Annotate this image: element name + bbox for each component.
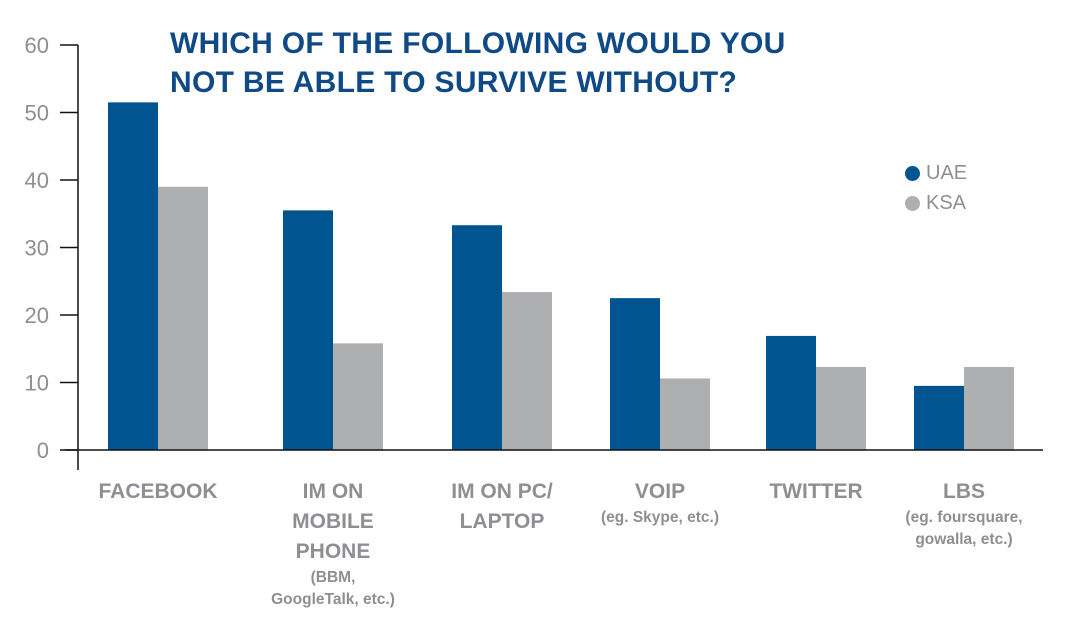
- x-tick-label-line: MOBILE: [292, 510, 374, 533]
- bars: [108, 102, 1014, 450]
- y-tick-label: 60: [25, 33, 49, 58]
- bar-ksa-1: [158, 186, 208, 450]
- chart-title-line-2: NOT BE ABLE TO SURVIVE WITHOUT?: [170, 66, 738, 99]
- y-tick-label: 20: [25, 303, 49, 328]
- legend-marker-ksa: [905, 195, 920, 211]
- chart-title: WHICH OF THE FOLLOWING WOULD YOU NOT BE …: [170, 24, 786, 102]
- y-tick-label: 0: [37, 438, 49, 463]
- x-tick-label: TWITTER: [726, 477, 906, 507]
- legend-marker-uae: [905, 165, 920, 181]
- bar-ksa-3: [502, 292, 552, 450]
- legend-item-ksa: KSA: [905, 188, 967, 218]
- x-tick-label: LBS (eg. foursquare, gowalla, etc.): [874, 477, 1054, 551]
- bar-ksa-6: [964, 366, 1014, 450]
- bar-uae-5: [766, 335, 816, 450]
- legend-label-ksa: KSA: [926, 191, 967, 214]
- bar-ksa-4: [660, 378, 710, 450]
- bar-uae-2: [283, 210, 333, 450]
- legend-item-uae: UAE: [905, 158, 967, 188]
- x-tick-label-subline: (eg. Skype, etc.): [600, 509, 719, 526]
- y-tick-label: 10: [25, 371, 49, 396]
- x-tick-label: IM ON PC/LAPTOP: [412, 477, 592, 537]
- chart-title-line-1: WHICH OF THE FOLLOWING WOULD YOU: [170, 27, 786, 60]
- x-tick-label-line: VOIP: [634, 480, 686, 503]
- x-tick-label-line: TWITTER: [769, 480, 863, 503]
- x-tick-label-line: LBS: [943, 480, 985, 503]
- y-tick-label: 40: [25, 168, 49, 193]
- x-tick-label-subline: GoogleTalk, etc.): [271, 591, 395, 608]
- bar-ksa-5: [816, 366, 866, 450]
- bar-uae-6: [914, 385, 964, 450]
- x-tick-label: IM ON MOBILE PHONE (BBM, GoogleTalk, etc.): [243, 477, 423, 611]
- x-tick-label-line: PHONE: [295, 540, 371, 563]
- bar-uae-4: [610, 298, 660, 450]
- x-tick-label-subline: (eg. foursquare,: [905, 509, 1023, 526]
- x-tick-label-line: IM ON: [302, 480, 364, 503]
- bar-ksa-2: [333, 343, 383, 450]
- x-tick-label-line: FACEBOOK: [98, 480, 218, 503]
- y-tick-label: 50: [25, 101, 49, 126]
- legend-label-uae: UAE: [926, 161, 968, 184]
- x-tick-label-subline: gowalla, etc.): [915, 531, 1013, 548]
- legend: UAE KSA: [905, 158, 967, 218]
- y-axis: 0 10 20 30 40 50 60: [25, 33, 79, 470]
- x-tick-label: VOIP (eg. Skype, etc.): [570, 477, 750, 529]
- x-tick-label-line: LAPTOP: [459, 510, 545, 533]
- x-tick-label-line: IM ON PC/: [451, 480, 553, 503]
- bar-uae-1: [108, 102, 158, 450]
- bar-uae-3: [452, 225, 502, 450]
- x-tick-label-subline: (BBM,: [310, 569, 356, 586]
- y-tick-label: 30: [25, 236, 49, 261]
- x-tick-label: FACEBOOK: [68, 477, 248, 507]
